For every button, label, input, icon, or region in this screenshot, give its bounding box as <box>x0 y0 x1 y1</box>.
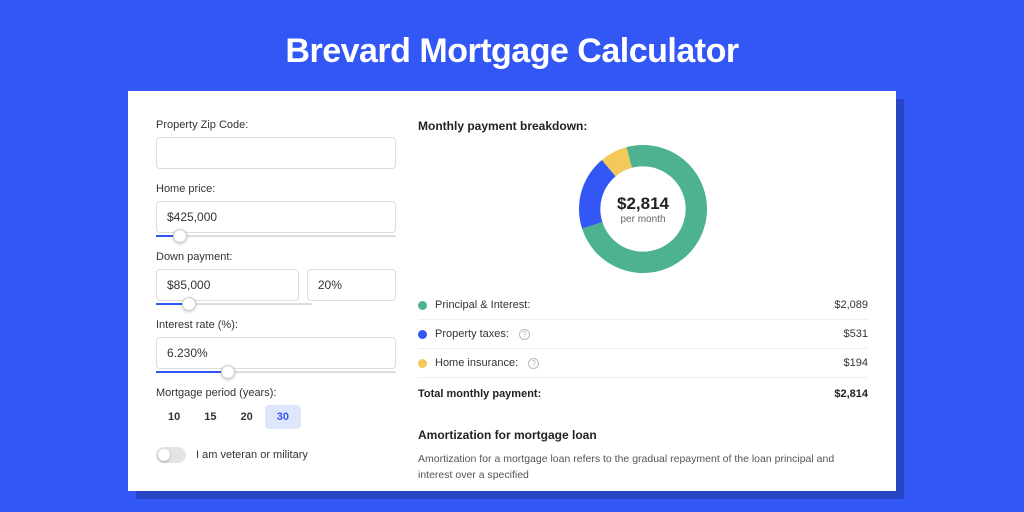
interest-rate-field: Interest rate (%): <box>156 319 396 373</box>
down-payment-slider[interactable] <box>156 303 312 305</box>
legend-label: Property taxes: <box>435 328 509 340</box>
breakdown-panel: Monthly payment breakdown: $2,814 per mo… <box>418 119 868 491</box>
period-option-10[interactable]: 10 <box>156 405 192 429</box>
legend-value: $531 <box>844 328 868 340</box>
legend-row: Home insurance:? $194 <box>418 349 868 378</box>
veteran-row: I am veteran or military <box>156 447 396 463</box>
legend-label: Principal & Interest: <box>435 299 530 311</box>
donut-center: $2,814 per month <box>579 145 707 273</box>
breakdown-title: Monthly payment breakdown: <box>418 119 868 133</box>
period-option-30[interactable]: 30 <box>265 405 301 429</box>
interest-rate-slider[interactable] <box>156 371 396 373</box>
down-payment-field: Down payment: <box>156 251 396 305</box>
amortization-title: Amortization for mortgage loan <box>418 428 868 442</box>
period-segmented: 10152030 <box>156 405 396 429</box>
total-value: $2,814 <box>834 388 868 400</box>
legend-row: Principal & Interest: $2,089 <box>418 291 868 320</box>
period-field: Mortgage period (years): 10152030 <box>156 387 396 429</box>
legend-dot-icon <box>418 301 427 310</box>
legend-row: Property taxes:? $531 <box>418 320 868 349</box>
down-payment-pct-input[interactable] <box>307 269 396 301</box>
zip-input[interactable] <box>156 137 396 169</box>
donut-value: $2,814 <box>617 194 669 214</box>
home-price-field: Home price: <box>156 183 396 237</box>
page-title: Brevard Mortgage Calculator <box>0 0 1024 91</box>
home-price-input[interactable] <box>156 201 396 233</box>
veteran-toggle[interactable] <box>156 447 186 463</box>
period-option-20[interactable]: 20 <box>229 405 265 429</box>
info-icon[interactable]: ? <box>519 329 530 340</box>
legend-dot-icon <box>418 359 427 368</box>
home-price-slider[interactable] <box>156 235 396 237</box>
form-panel: Property Zip Code: Home price: Down paym… <box>156 119 396 491</box>
down-payment-input[interactable] <box>156 269 299 301</box>
legend: Principal & Interest: $2,089 Property taxe… <box>418 291 868 378</box>
period-label: Mortgage period (years): <box>156 387 396 399</box>
amortization-section: Amortization for mortgage loan Amortizat… <box>418 428 868 484</box>
interest-rate-label: Interest rate (%): <box>156 319 396 331</box>
legend-dot-icon <box>418 330 427 339</box>
period-option-15[interactable]: 15 <box>192 405 228 429</box>
interest-rate-input[interactable] <box>156 337 396 369</box>
legend-value: $194 <box>844 357 868 369</box>
total-row: Total monthly payment: $2,814 <box>418 378 868 410</box>
home-price-label: Home price: <box>156 183 396 195</box>
down-payment-label: Down payment: <box>156 251 396 263</box>
legend-value: $2,089 <box>834 299 868 311</box>
toggle-knob-icon <box>158 449 170 461</box>
total-label: Total monthly payment: <box>418 388 541 400</box>
donut-sub: per month <box>620 214 665 225</box>
calculator-card: Property Zip Code: Home price: Down paym… <box>128 91 896 491</box>
donut-chart: $2,814 per month <box>418 145 868 273</box>
legend-label: Home insurance: <box>435 357 518 369</box>
info-icon[interactable]: ? <box>528 358 539 369</box>
amortization-text: Amortization for a mortgage loan refers … <box>418 452 868 484</box>
veteran-label: I am veteran or military <box>196 449 308 461</box>
zip-label: Property Zip Code: <box>156 119 396 131</box>
zip-field: Property Zip Code: <box>156 119 396 169</box>
